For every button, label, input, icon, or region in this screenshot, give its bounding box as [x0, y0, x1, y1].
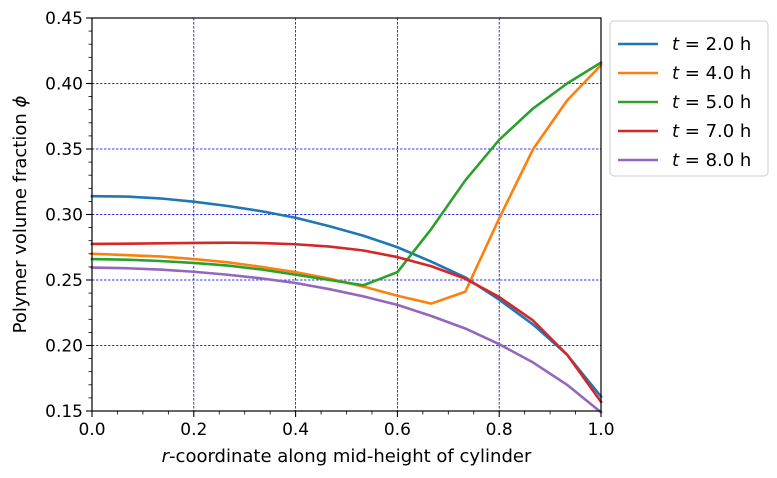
y-tick-label-2: 0.25 — [45, 271, 83, 291]
y-tick-label-3: 0.30 — [45, 206, 83, 226]
legend-label-italic-3: t — [672, 121, 680, 142]
legend-label-rest-0: = 2.0 h — [679, 34, 751, 55]
y-tick-label-5: 0.40 — [45, 75, 83, 95]
x-tick-label-1: 0.2 — [180, 420, 207, 440]
x-axis-label-italic: r — [162, 446, 171, 467]
legend: t = 2.0 ht = 4.0 ht = 5.0 ht = 7.0 ht = … — [609, 20, 769, 177]
grid-lines — [91, 17, 602, 412]
legend-label-italic-1: t — [672, 63, 680, 84]
series-lines — [90, 60, 603, 415]
x-tick-label-5: 1.0 — [587, 420, 614, 440]
legend-label-2: t = 5.0 h — [672, 92, 751, 113]
legend-label-italic-4: t — [672, 150, 680, 171]
series-line-4 — [90, 266, 603, 415]
x-axis-label: r-coordinate along mid-height of cylinde… — [162, 446, 532, 467]
y-axis-label: Polymer volume fraction ϕ — [10, 95, 31, 333]
x-axis-label-rest: -coordinate along mid-height of cylinder — [169, 446, 532, 467]
legend-label-3: t = 7.0 h — [672, 121, 751, 142]
legend-label-italic-2: t — [672, 92, 680, 113]
legend-label-rest-4: = 8.0 h — [679, 150, 751, 171]
legend-label-1: t = 4.0 h — [672, 63, 751, 84]
y-tick-label-1: 0.20 — [45, 337, 83, 357]
x-tick-label-0: 0.0 — [78, 420, 105, 440]
series-line-1 — [90, 63, 603, 305]
series-line-3 — [90, 241, 603, 404]
legend-label-0: t = 2.0 h — [672, 34, 751, 55]
series-line-2 — [90, 60, 603, 287]
y-tick-label-0: 0.15 — [45, 402, 83, 422]
y-axis-label-symbol: ϕ — [10, 95, 31, 107]
legend-label-rest-2: = 5.0 h — [679, 92, 751, 113]
x-tick-label-2: 0.4 — [282, 420, 309, 440]
axis-ticks: 0.0 0.2 0.4 0.6 0.8 1.0 0.15 0.20 0.25 0.30 0.35 0.… — [45, 9, 614, 440]
x-tick-label-3: 0.6 — [384, 420, 411, 440]
x-tick-label-4: 0.8 — [486, 420, 513, 440]
legend-label-italic-0: t — [672, 34, 680, 55]
y-axis-label-text: Polymer volume fraction — [10, 107, 31, 333]
series-line-0 — [90, 194, 603, 399]
legend-label-4: t = 8.0 h — [672, 150, 751, 171]
legend-frame — [609, 20, 769, 177]
y-tick-label-4: 0.35 — [45, 140, 83, 160]
legend-label-rest-1: = 4.0 h — [679, 63, 751, 84]
y-tick-label-6: 0.45 — [45, 9, 83, 29]
legend-label-rest-3: = 7.0 h — [679, 121, 751, 142]
